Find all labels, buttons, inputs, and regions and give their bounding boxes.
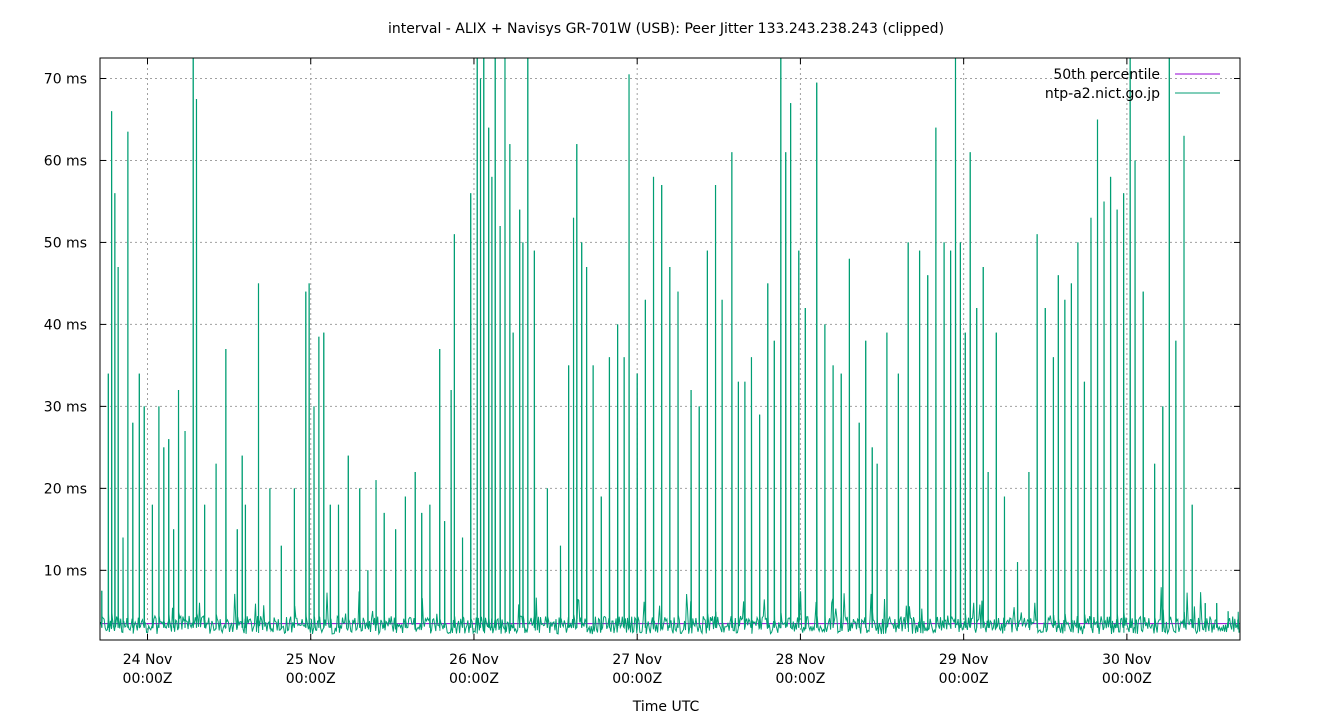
series-layer <box>99 57 1240 636</box>
y-tick-label: 50 ms <box>44 235 87 251</box>
x-tick-label-date: 29 Nov <box>939 652 989 668</box>
plot-border <box>99 57 1241 641</box>
x-tick-label-time: 00:00Z <box>449 671 499 687</box>
y-tick-label: 70 ms <box>44 71 87 87</box>
x-tick-label-time: 00:00Z <box>612 671 662 687</box>
y-tick-label: 10 ms <box>44 563 87 579</box>
x-tick-label-time: 00:00Z <box>123 671 173 687</box>
legend-label-ntp-a2: ntp-a2.nict.go.jp <box>1045 86 1160 102</box>
x-tick-label-date: 30 Nov <box>1102 652 1152 668</box>
y-tick-label: 40 ms <box>44 317 87 333</box>
x-axis-label: Time UTC <box>632 699 700 715</box>
x-tick-label-date: 26 Nov <box>449 652 499 668</box>
x-tick-label-time: 00:00Z <box>1102 671 1152 687</box>
legend-label-50th-percentile: 50th percentile <box>1053 67 1160 83</box>
x-tick-label-time: 00:00Z <box>286 671 336 687</box>
x-tick-label-date: 28 Nov <box>776 652 826 668</box>
x-tick-label-date: 27 Nov <box>612 652 662 668</box>
grid-lines <box>100 58 1240 640</box>
x-tick-label-date: 25 Nov <box>286 652 336 668</box>
x-tick-label-time: 00:00Z <box>775 671 825 687</box>
legend: 50th percentile ntp-a2.nict.go.jp <box>1045 67 1220 102</box>
x-tick-label-date: 24 Nov <box>123 652 173 668</box>
y-tick-label: 30 ms <box>44 399 87 415</box>
axes: 10 ms 20 ms 30 ms 40 ms 50 ms 60 ms 70 ms 24 No… <box>44 58 1240 687</box>
x-tick-label-time: 00:00Z <box>939 671 989 687</box>
chart-title: interval - ALIX + Navisys GR-701W (USB):… <box>388 21 944 37</box>
y-tick-label: 60 ms <box>44 153 87 169</box>
y-tick-label: 20 ms <box>44 481 87 497</box>
